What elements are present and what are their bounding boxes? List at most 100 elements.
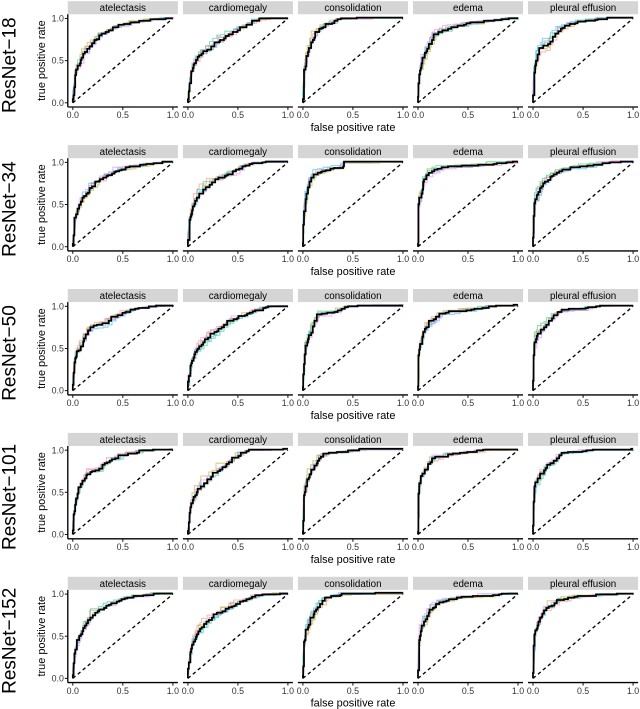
svg-text:0.5: 0.5 xyxy=(52,56,64,66)
svg-text:0.5: 0.5 xyxy=(117,542,129,552)
svg-text:false positive rate: false positive rate xyxy=(311,698,396,709)
svg-text:atelectasis: atelectasis xyxy=(100,435,146,446)
svg-text:1.0: 1.0 xyxy=(167,254,179,264)
svg-text:edema: edema xyxy=(453,3,484,14)
svg-text:0.5: 0.5 xyxy=(232,542,244,552)
svg-text:1.0: 1.0 xyxy=(627,110,639,120)
svg-text:1.0: 1.0 xyxy=(52,445,64,455)
svg-text:pleural effusion: pleural effusion xyxy=(550,147,616,158)
svg-text:cardiomegaly: cardiomegaly xyxy=(209,579,267,590)
svg-text:0.5: 0.5 xyxy=(52,200,64,210)
svg-text:1.0: 1.0 xyxy=(167,686,179,696)
svg-text:1.0: 1.0 xyxy=(512,542,524,552)
svg-text:0.0: 0.0 xyxy=(527,686,539,696)
svg-text:0.5: 0.5 xyxy=(117,398,129,408)
svg-text:true positive rate: true positive rate xyxy=(36,596,48,677)
svg-text:ResNet−18: ResNet−18 xyxy=(0,17,21,113)
svg-text:false positive rate: false positive rate xyxy=(311,554,396,566)
svg-text:0.0: 0.0 xyxy=(52,386,64,396)
svg-text:0.0: 0.0 xyxy=(297,686,309,696)
svg-text:true positive rate: true positive rate xyxy=(36,20,48,101)
svg-text:false positive rate: false positive rate xyxy=(311,266,396,278)
svg-text:0.0: 0.0 xyxy=(67,686,79,696)
svg-text:0.0: 0.0 xyxy=(52,674,64,684)
svg-text:0.0: 0.0 xyxy=(52,98,64,108)
svg-text:cardiomegaly: cardiomegaly xyxy=(209,147,267,158)
svg-text:0.5: 0.5 xyxy=(232,398,244,408)
svg-text:1.0: 1.0 xyxy=(397,254,409,264)
svg-text:1.0: 1.0 xyxy=(52,14,64,24)
svg-text:1.0: 1.0 xyxy=(512,398,524,408)
svg-text:pleural effusion: pleural effusion xyxy=(550,435,616,446)
svg-text:ResNet−50: ResNet−50 xyxy=(0,305,21,401)
svg-text:1.0: 1.0 xyxy=(52,589,64,599)
svg-text:edema: edema xyxy=(453,291,484,302)
svg-text:0.0: 0.0 xyxy=(527,542,539,552)
svg-text:0.5: 0.5 xyxy=(52,631,64,641)
svg-text:edema: edema xyxy=(453,579,484,590)
svg-text:0.0: 0.0 xyxy=(67,398,79,408)
svg-text:atelectasis: atelectasis xyxy=(100,147,146,158)
svg-text:atelectasis: atelectasis xyxy=(100,3,146,14)
svg-text:1.0: 1.0 xyxy=(167,398,179,408)
svg-text:1.0: 1.0 xyxy=(52,158,64,168)
svg-text:consolidation: consolidation xyxy=(324,291,381,302)
svg-text:true positive rate: true positive rate xyxy=(36,164,48,245)
svg-text:1.0: 1.0 xyxy=(397,110,409,120)
svg-text:consolidation: consolidation xyxy=(324,435,381,446)
svg-text:cardiomegaly: cardiomegaly xyxy=(209,435,267,446)
svg-text:pleural effusion: pleural effusion xyxy=(550,3,616,14)
svg-text:0.0: 0.0 xyxy=(412,398,424,408)
svg-text:0.0: 0.0 xyxy=(52,530,64,540)
svg-text:0.0: 0.0 xyxy=(182,110,194,120)
svg-text:0.5: 0.5 xyxy=(117,110,129,120)
svg-text:1.0: 1.0 xyxy=(627,542,639,552)
svg-text:0.5: 0.5 xyxy=(52,344,64,354)
svg-text:0.0: 0.0 xyxy=(297,110,309,120)
svg-text:0.0: 0.0 xyxy=(182,398,194,408)
svg-text:0.0: 0.0 xyxy=(67,542,79,552)
svg-text:1.0: 1.0 xyxy=(397,542,409,552)
svg-text:0.0: 0.0 xyxy=(412,686,424,696)
svg-text:0.0: 0.0 xyxy=(182,542,194,552)
svg-text:1.0: 1.0 xyxy=(627,254,639,264)
svg-text:0.5: 0.5 xyxy=(347,542,359,552)
svg-text:true positive rate: true positive rate xyxy=(36,308,48,389)
svg-text:false positive rate: false positive rate xyxy=(311,410,396,422)
svg-text:1.0: 1.0 xyxy=(282,254,294,264)
svg-text:1.0: 1.0 xyxy=(167,110,179,120)
svg-text:1.0: 1.0 xyxy=(627,686,639,696)
svg-text:0.5: 0.5 xyxy=(117,254,129,264)
svg-text:edema: edema xyxy=(453,147,484,158)
svg-text:0.0: 0.0 xyxy=(67,254,79,264)
svg-text:1.0: 1.0 xyxy=(282,686,294,696)
svg-text:0.5: 0.5 xyxy=(577,398,589,408)
svg-text:0.0: 0.0 xyxy=(527,398,539,408)
svg-text:0.5: 0.5 xyxy=(577,686,589,696)
svg-text:atelectasis: atelectasis xyxy=(100,579,146,590)
svg-text:0.0: 0.0 xyxy=(182,686,194,696)
svg-text:consolidation: consolidation xyxy=(324,3,381,14)
svg-text:0.5: 0.5 xyxy=(462,686,474,696)
svg-text:pleural effusion: pleural effusion xyxy=(550,579,616,590)
svg-text:0.0: 0.0 xyxy=(182,254,194,264)
svg-text:0.5: 0.5 xyxy=(462,254,474,264)
svg-text:ResNet−152: ResNet−152 xyxy=(0,588,21,694)
svg-text:1.0: 1.0 xyxy=(167,542,179,552)
svg-text:1.0: 1.0 xyxy=(627,398,639,408)
svg-text:ResNet−101: ResNet−101 xyxy=(0,444,21,550)
svg-text:true positive rate: true positive rate xyxy=(36,452,48,533)
svg-text:1.0: 1.0 xyxy=(397,398,409,408)
svg-text:false positive rate: false positive rate xyxy=(311,122,396,134)
svg-text:0.5: 0.5 xyxy=(347,398,359,408)
svg-text:0.5: 0.5 xyxy=(462,542,474,552)
svg-text:consolidation: consolidation xyxy=(324,147,381,158)
svg-text:consolidation: consolidation xyxy=(324,579,381,590)
svg-text:0.5: 0.5 xyxy=(462,110,474,120)
svg-text:0.5: 0.5 xyxy=(577,542,589,552)
svg-text:1.0: 1.0 xyxy=(282,110,294,120)
svg-text:0.0: 0.0 xyxy=(527,254,539,264)
svg-text:0.5: 0.5 xyxy=(462,398,474,408)
svg-text:0.5: 0.5 xyxy=(347,110,359,120)
svg-text:0.0: 0.0 xyxy=(67,110,79,120)
